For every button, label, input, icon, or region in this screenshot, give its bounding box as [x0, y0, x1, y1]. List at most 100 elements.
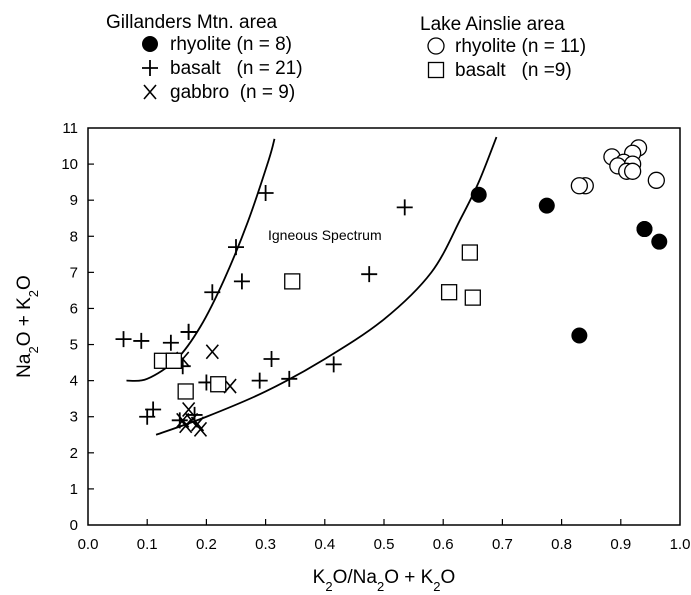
point-la_basalt-shape	[177, 383, 194, 400]
x-axis-title-subscript: 2	[377, 579, 384, 594]
point-gm_basalt	[162, 334, 179, 351]
legend-marker-gm_basalt-shape	[142, 60, 158, 76]
legend-label-la_rhyolite: rhyolite (n = 11)	[455, 36, 586, 57]
point-gm_basalt-shape	[162, 334, 179, 351]
annotations: Igneous Spectrum	[268, 227, 382, 243]
point-gm_basalt	[233, 273, 250, 290]
legend-group-title: Lake Ainslie area	[420, 14, 565, 35]
legend-marker-la_basalt-shape	[427, 61, 445, 79]
point-gm_basalt-shape	[251, 372, 268, 389]
y-axis-title-part: Na	[14, 353, 35, 378]
legend-label-gm_gabbro: gabbro (n = 9)	[170, 82, 295, 103]
point-la_rhyolite	[623, 162, 642, 180]
x-axis-title-part: K	[313, 567, 326, 588]
point-la_basalt	[440, 284, 458, 301]
x-tick-label: 0.0	[78, 536, 99, 553]
point-gm_gabbro-shape	[182, 401, 196, 418]
x-tick-label: 0.3	[255, 536, 276, 553]
y-tick-label: 10	[61, 156, 78, 173]
y-tick-label: 11	[62, 120, 78, 137]
legend-label-la_basalt: basalt (n =9)	[455, 60, 572, 81]
point-la_rhyolite	[570, 177, 589, 195]
point-gm_basalt	[257, 184, 274, 201]
point-gm_basalt	[115, 331, 132, 348]
point-gm_basalt-shape	[180, 323, 197, 340]
point-gm_basalt	[145, 401, 162, 418]
legend-label-gm_basalt: basalt (n = 21)	[170, 58, 303, 79]
point-gm_rhyolite	[651, 233, 668, 250]
y-tick-label: 1	[70, 481, 78, 498]
point-gm_gabbro	[182, 401, 196, 418]
y-tick-label: 4	[70, 373, 78, 390]
point-gm_basalt-shape	[145, 401, 162, 418]
x-axis-title-subscript: 2	[325, 579, 332, 594]
point-gm_basalt-shape	[228, 239, 244, 256]
point-gm_basalt-shape	[396, 199, 413, 216]
point-la_basalt	[177, 383, 194, 400]
x-tick-label: 0.5	[374, 536, 395, 553]
x-tick-label: 0.1	[137, 536, 158, 553]
point-la_basalt-shape	[464, 289, 481, 306]
point-gm_basalt	[180, 323, 197, 340]
point-gm_basalt-shape	[171, 412, 188, 429]
point-gm_basalt-shape	[361, 266, 378, 283]
point-gm_basalt-shape	[115, 331, 132, 348]
point-gm_gabbro	[193, 421, 208, 437]
y-tick-label: 3	[70, 409, 78, 426]
point-gm_basalt-shape	[325, 356, 342, 373]
point-gm_rhyolite-shape	[651, 233, 668, 250]
point-la_basalt-shape	[210, 376, 227, 393]
x-tick-label: 1.0	[670, 536, 691, 553]
legend-marker-la_basalt	[427, 61, 445, 79]
legend-marker-gm_rhyolite	[142, 36, 158, 52]
point-gm_basalt	[281, 370, 298, 387]
series-la_rhyolite	[570, 139, 665, 195]
point-gm_gabbro	[179, 418, 193, 434]
y-tick-label: 9	[70, 192, 78, 209]
point-gm_rhyolite-shape	[636, 221, 653, 238]
point-gm_rhyolite	[636, 221, 653, 238]
point-gm_basalt-shape	[281, 370, 298, 387]
legend-marker-la_rhyolite	[427, 37, 445, 55]
annotation-label: Igneous Spectrum	[268, 227, 382, 243]
point-gm_rhyolite-shape	[571, 327, 588, 344]
point-gm_basalt-shape	[263, 350, 280, 367]
point-gm_basalt-shape	[133, 332, 150, 349]
legend-marker-la_rhyolite-shape	[427, 37, 445, 55]
point-gm_rhyolite	[571, 327, 588, 344]
y-axis-title-subscript: 2	[26, 290, 41, 297]
point-la_basalt	[284, 273, 301, 290]
point-la_rhyolite-shape	[647, 171, 665, 189]
point-gm_gabbro	[205, 344, 219, 360]
point-la_basalt	[165, 352, 182, 369]
point-la_basalt-shape	[165, 352, 182, 369]
legend-marker-gm_gabbro-shape	[143, 84, 157, 100]
point-la_rhyolite-shape	[623, 162, 642, 180]
point-gm_rhyolite-shape	[470, 186, 487, 203]
x-axis-title-part: O + K	[384, 567, 433, 588]
y-axis-title-subscript: 2	[26, 346, 41, 353]
point-gm_rhyolite	[470, 186, 487, 203]
legend-marker-gm_rhyolite-shape	[142, 36, 158, 52]
point-gm_basalt	[204, 284, 221, 301]
point-la_basalt	[464, 289, 481, 306]
point-gm_basalt	[251, 372, 268, 389]
point-gm_gabbro-shape	[193, 421, 208, 437]
point-gm_basalt	[325, 356, 342, 373]
y-axis-ticks: 0 1 2 3 4 5 6 7 8 9 10 11	[61, 120, 94, 534]
data-points	[115, 139, 668, 437]
point-la_basalt-shape	[440, 284, 458, 301]
x-axis-title-part: O	[441, 567, 456, 588]
x-axis-title-subscript: 2	[433, 579, 440, 594]
legend-label-gm_rhyolite: rhyolite (n = 8)	[170, 34, 292, 55]
legend-marker-gm_basalt	[142, 60, 158, 76]
x-axis-title: K2O/Na2O + K2O	[313, 567, 456, 594]
point-la_basalt-shape	[461, 244, 478, 261]
x-tick-label: 0.4	[314, 536, 335, 553]
x-tick-label: 0.9	[610, 536, 631, 553]
y-tick-label: 6	[70, 300, 78, 317]
point-gm_gabbro-shape	[179, 418, 193, 434]
point-gm_basalt	[133, 332, 150, 349]
